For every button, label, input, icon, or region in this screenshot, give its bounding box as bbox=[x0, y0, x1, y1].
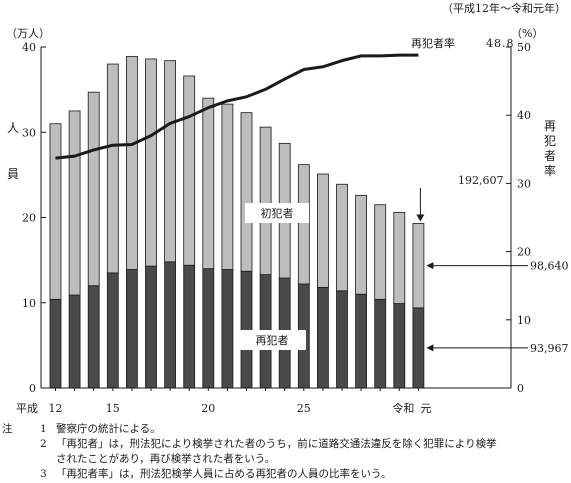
right-tick-label: 0 bbox=[517, 382, 524, 395]
note-text: 「再犯者率」は，刑法犯検挙人員に占める再犯者の人員の比率をいう。 bbox=[56, 468, 392, 480]
bar-first-offenders bbox=[87, 91, 100, 287]
bar-repeat-offenders bbox=[164, 261, 177, 389]
x-tick-label: 20 bbox=[201, 402, 215, 415]
first-last-label: 98,640 bbox=[530, 260, 569, 273]
bar-repeat-offenders bbox=[183, 264, 196, 389]
bar-first-offenders bbox=[164, 60, 177, 263]
left-tick-label: 0 bbox=[29, 382, 36, 395]
first-offenders-label: 初犯者 bbox=[261, 206, 294, 220]
first-offenders-label-box bbox=[245, 203, 309, 223]
right-tick-label: 50 bbox=[517, 41, 531, 54]
labels-group: 0 10 20 30 40 0 10 20 30 40 50 平成 12 15 20 25 令和 元 （万人） （%）… bbox=[6, 1, 569, 415]
bar-first-offenders bbox=[145, 58, 157, 267]
total-arrow-head bbox=[416, 214, 425, 222]
right-tick-label: 10 bbox=[517, 314, 531, 327]
x-tick-label: 15 bbox=[106, 402, 120, 415]
right-axis-unit: （%） bbox=[511, 27, 543, 40]
left-tick-label: 40 bbox=[22, 41, 36, 54]
bar-first-offenders bbox=[336, 183, 348, 292]
bar-repeat-offenders bbox=[126, 269, 138, 389]
total-last-label: 192,607 bbox=[458, 174, 504, 187]
x-tick-label: 25 bbox=[297, 402, 311, 415]
bar-first-offenders bbox=[374, 204, 387, 300]
right-axis-label-char: 再 bbox=[544, 119, 556, 133]
bar-first-offenders bbox=[126, 55, 138, 270]
bars-group bbox=[49, 55, 425, 389]
notes: 注 1 警察庁の統計による。 2 「再犯者」は，刑法犯により検挙された者のうち，… bbox=[0, 422, 571, 482]
right-tick-label: 20 bbox=[517, 246, 531, 259]
bar-first-offenders bbox=[355, 194, 368, 295]
note-text: 警察庁の統計による。 bbox=[56, 423, 161, 435]
note-text: 「再犯者」は，刑法犯により検挙された者のうち，前に道路交通法違反を除く犯罪により… bbox=[56, 438, 497, 450]
x-era-label: 平成 bbox=[16, 402, 38, 415]
note-text: されたことがあり，再び検挙された者をいう。 bbox=[56, 453, 276, 465]
left-tick-label: 20 bbox=[22, 212, 36, 225]
left-tick-label: 30 bbox=[22, 126, 36, 139]
x-tick-label: 令和 bbox=[392, 401, 414, 415]
bar-repeat-offenders bbox=[202, 268, 215, 389]
left-axis-label-char: 員 bbox=[7, 167, 19, 181]
bar-first-offenders bbox=[240, 112, 253, 272]
rate-line-end-value: 48.8 bbox=[486, 37, 515, 50]
right-axis-label-char: 犯 bbox=[544, 134, 556, 148]
period-note: （平成12年～令和元年） bbox=[442, 1, 566, 15]
chart: 0 10 20 30 40 0 10 20 30 40 50 平成 12 15 20 25 令和 元 （万人） （%）… bbox=[6, 1, 569, 415]
repeat-offenders-label: 再犯者 bbox=[256, 334, 289, 347]
axes-group bbox=[40, 46, 512, 391]
note-number: 1 bbox=[40, 423, 47, 435]
first-arrow-head bbox=[426, 262, 434, 270]
bar-repeat-offenders bbox=[374, 298, 387, 389]
bar-first-offenders bbox=[316, 173, 329, 288]
repeat-offenders-label-box bbox=[238, 330, 306, 350]
right-axis-label-char: 率 bbox=[544, 163, 556, 178]
bar-first-offenders bbox=[297, 164, 310, 285]
bar-first-offenders bbox=[259, 126, 272, 276]
bar-first-offenders bbox=[49, 123, 62, 300]
bar-first-offenders bbox=[183, 75, 196, 266]
bar-repeat-offenders bbox=[49, 298, 62, 389]
bar-first-offenders bbox=[412, 223, 425, 309]
bar-repeat-offenders bbox=[355, 293, 368, 389]
left-axis-label-char: 人 bbox=[7, 121, 19, 135]
x-tick-label: 12 bbox=[49, 402, 63, 415]
repeat-last-label: 93,967 bbox=[530, 342, 569, 355]
bar-repeat-offenders bbox=[240, 270, 253, 389]
bar-repeat-offenders bbox=[87, 285, 100, 389]
bar-repeat-offenders bbox=[221, 269, 234, 389]
notes-head: 注 bbox=[2, 423, 13, 435]
x-tick-label: 元 bbox=[420, 402, 431, 415]
bar-repeat-offenders bbox=[106, 272, 119, 389]
left-axis-unit: （万人） bbox=[6, 27, 50, 40]
line-group bbox=[55, 53, 419, 160]
right-tick-label: 30 bbox=[517, 177, 531, 190]
rate-line-label: 再犯者率 bbox=[411, 36, 455, 50]
bar-first-offenders bbox=[393, 211, 406, 305]
bar-repeat-offenders bbox=[68, 294, 81, 389]
bar-repeat-offenders bbox=[412, 307, 425, 389]
bar-first-offenders bbox=[221, 103, 234, 270]
repeat-arrow-head bbox=[426, 344, 434, 352]
bar-repeat-offenders bbox=[336, 290, 348, 389]
bar-repeat-offenders bbox=[393, 303, 406, 389]
bar-repeat-offenders bbox=[145, 265, 157, 389]
line-recidivism-rate bbox=[55, 53, 419, 160]
note-number: 2 bbox=[40, 438, 47, 450]
right-tick-label: 40 bbox=[517, 109, 531, 122]
right-axis-label-char: 者 bbox=[544, 149, 556, 163]
bar-first-offenders bbox=[68, 110, 81, 296]
left-tick-label: 10 bbox=[22, 297, 36, 310]
note-number: 3 bbox=[40, 468, 47, 480]
bar-first-offenders bbox=[202, 97, 215, 270]
bar-repeat-offenders bbox=[316, 287, 329, 389]
bar-first-offenders bbox=[106, 63, 119, 274]
